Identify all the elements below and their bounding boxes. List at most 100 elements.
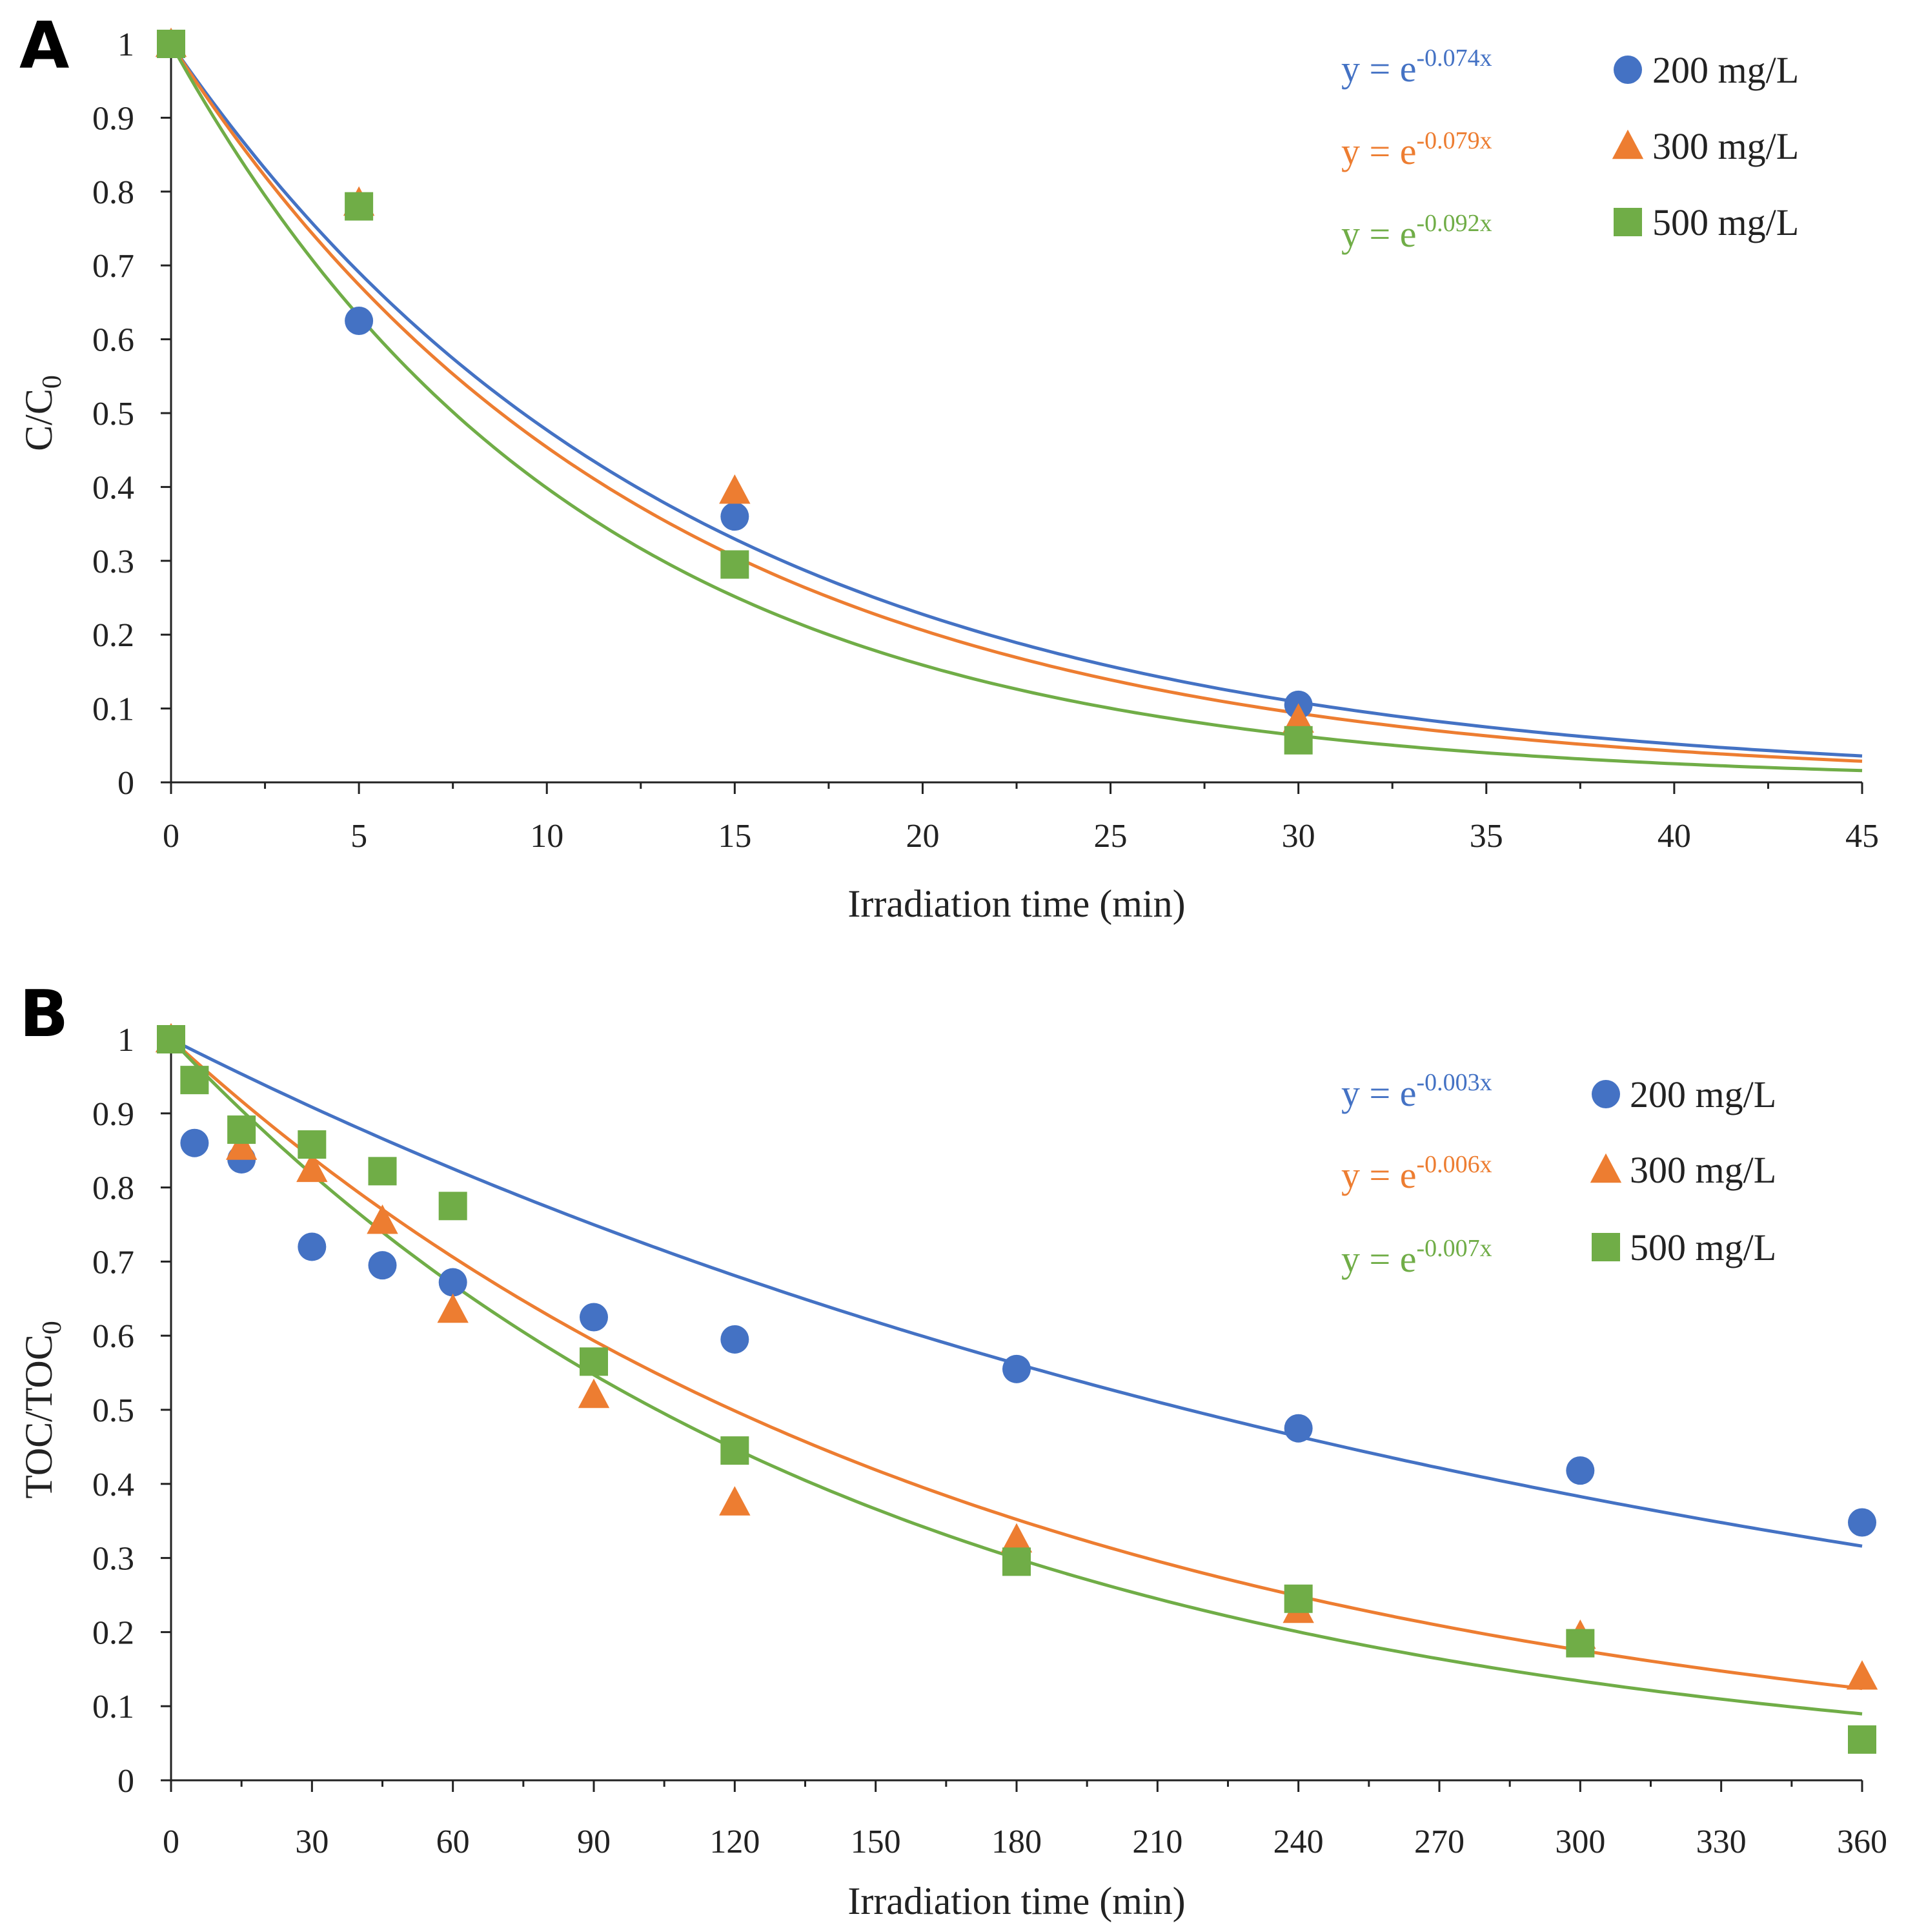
y-axis-title-subscript: 0 xyxy=(37,375,67,389)
fit-equation: y = e-0.079x xyxy=(1341,127,1492,172)
y-tick-label: 0.6 xyxy=(92,322,134,359)
y-tick-label: 0.9 xyxy=(92,100,134,137)
y-tick-label: 0.9 xyxy=(92,1096,134,1133)
data-point-circle xyxy=(720,1325,749,1354)
data-point-circle xyxy=(1566,1456,1595,1485)
data-point-circle xyxy=(580,1303,608,1332)
data-point-square xyxy=(1566,1629,1595,1658)
y-tick-label: 0.4 xyxy=(92,1467,134,1503)
x-tick-label: 210 xyxy=(1132,1824,1182,1860)
x-tick-label: 35 xyxy=(1470,818,1503,855)
data-point-square xyxy=(227,1115,256,1144)
x-tick-label: 300 xyxy=(1555,1824,1605,1860)
fit-equation: y = e-0.003x xyxy=(1341,1069,1492,1114)
y-tick-label: 0.3 xyxy=(92,544,134,580)
fit-equation-base: y = e xyxy=(1341,130,1416,172)
y-tick-label: 0 xyxy=(117,765,134,802)
y-tick-label: 0.5 xyxy=(92,1392,134,1429)
fit-equation-base: y = e xyxy=(1341,1072,1416,1114)
y-axis-title-main: TOC/TOC xyxy=(17,1334,60,1499)
fit-equation-exponent: -0.003x xyxy=(1416,1069,1492,1096)
y-axis-title: C/C0 xyxy=(17,375,67,451)
y-tick-label: 0 xyxy=(117,1763,134,1800)
data-point-square xyxy=(180,1066,209,1095)
x-axis-title: Irradiation time (min) xyxy=(847,882,1185,925)
y-axis-title-subscript: 0 xyxy=(37,1321,67,1334)
data-point-square xyxy=(580,1347,608,1376)
panel-letter: A xyxy=(19,8,69,83)
y-tick-label: 0.1 xyxy=(92,691,134,728)
legend-marker-square xyxy=(1592,1233,1620,1261)
fit-curve-300-mg-l xyxy=(169,43,1863,763)
x-tick-label: 60 xyxy=(436,1824,470,1860)
legend-label: 300 mg/L xyxy=(1652,125,1799,167)
fit-equation-base: y = e xyxy=(1341,1238,1416,1280)
legend-label: 500 mg/L xyxy=(1630,1226,1776,1268)
fit-equation-exponent: -0.006x xyxy=(1416,1151,1492,1178)
fit-curve-500-mg-l xyxy=(169,43,1863,773)
fit-equation-exponent: -0.074x xyxy=(1416,45,1492,72)
data-point-circle xyxy=(720,502,749,531)
legend-label: 200 mg/L xyxy=(1630,1073,1776,1115)
x-tick-label: 360 xyxy=(1837,1824,1887,1860)
data-point-triangle xyxy=(1282,703,1314,733)
x-tick-label: 30 xyxy=(295,1824,329,1860)
fit-equation: y = e-0.007x xyxy=(1341,1235,1492,1280)
data-point-square xyxy=(368,1157,397,1186)
fit-equation: y = e-0.074x xyxy=(1341,45,1492,90)
y-tick-label: 0.1 xyxy=(92,1689,134,1725)
y-axis-title-main: C/C xyxy=(17,389,60,451)
data-point-square xyxy=(345,192,374,221)
x-tick-label: 180 xyxy=(991,1824,1042,1860)
chart-panel-b: B 0 30 60 90 120 150 180 210 240 270 300 330 360 0 0.1 0… xyxy=(17,976,1887,1922)
fit-equation-base: y = e xyxy=(1341,213,1416,255)
data-point-circle xyxy=(180,1128,209,1157)
y-tick-label: 0.7 xyxy=(92,248,134,285)
y-tick-label: 0.8 xyxy=(92,1170,134,1207)
chart-panel-a: A0 5 10 15 20 25 30 35 40 4500.10.20.30.40.50.60.… xyxy=(17,8,1879,925)
x-tick-label: 330 xyxy=(1696,1824,1747,1860)
y-tick-label: 0.3 xyxy=(92,1541,134,1578)
y-tick-label: 0.7 xyxy=(92,1244,134,1281)
data-point-circle xyxy=(368,1251,397,1280)
data-point-square xyxy=(1284,1584,1313,1613)
data-point-square xyxy=(438,1192,467,1221)
x-tick-label: 5 xyxy=(350,818,367,855)
y-axis-title: TOC/TOC0 xyxy=(17,1321,67,1499)
data-point-triangle xyxy=(225,1130,258,1160)
legend-label: 300 mg/L xyxy=(1630,1149,1776,1191)
x-tick-label: 120 xyxy=(709,1824,760,1860)
x-tick-label: 30 xyxy=(1282,818,1315,855)
y-tick-label: 1 xyxy=(117,26,134,63)
panel-letter: B xyxy=(19,976,68,1052)
data-point-square xyxy=(1284,726,1313,755)
data-point-circle xyxy=(345,307,374,335)
x-axis-title: Irradiation time (min) xyxy=(847,1880,1185,1922)
x-tick-label: 90 xyxy=(577,1824,611,1860)
data-point-circle xyxy=(1284,1414,1313,1443)
fit-equation: y = e-0.006x xyxy=(1341,1151,1492,1196)
data-point-square xyxy=(157,1025,185,1053)
data-point-triangle xyxy=(437,1293,469,1323)
x-tick-label: 20 xyxy=(906,818,939,855)
legend-marker-triangle xyxy=(1612,129,1644,159)
legend-marker-square xyxy=(1614,208,1642,236)
fit-curve-200-mg-l xyxy=(169,43,1863,758)
fit-equation-exponent: -0.092x xyxy=(1416,210,1492,237)
fit-equation-base: y = e xyxy=(1341,1154,1416,1196)
fit-equation-exponent: -0.079x xyxy=(1416,127,1492,154)
legend-label: 500 mg/L xyxy=(1652,201,1799,243)
data-point-square xyxy=(1848,1725,1876,1754)
data-point-square xyxy=(1002,1547,1031,1576)
data-point-square xyxy=(720,550,749,579)
x-tick-label: 0 xyxy=(163,818,179,855)
data-point-triangle xyxy=(367,1204,398,1234)
data-point-triangle xyxy=(296,1152,328,1183)
data-point-triangle xyxy=(719,474,751,504)
data-point-square xyxy=(298,1130,327,1159)
data-point-circle xyxy=(1002,1354,1031,1383)
data-point-circle xyxy=(1848,1508,1876,1537)
y-tick-label: 0.2 xyxy=(92,1614,134,1651)
